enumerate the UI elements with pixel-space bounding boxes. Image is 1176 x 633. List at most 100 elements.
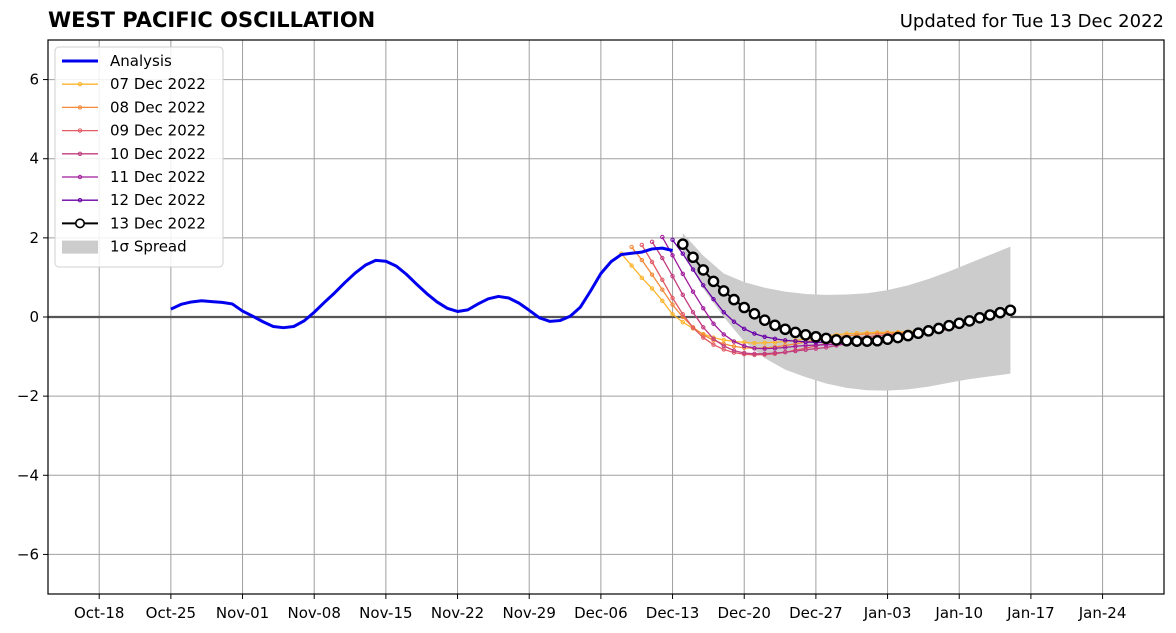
forecast-point (701, 283, 706, 288)
forecast-point (793, 344, 798, 349)
legend-marker (77, 128, 83, 133)
forecast-point (762, 351, 767, 357)
forecast-point (840, 334, 853, 347)
forecast-point (881, 333, 894, 345)
forecast-point (803, 347, 808, 353)
forecast-point (701, 306, 706, 311)
forecast-point (701, 332, 706, 338)
legend-label: 13 Dec 2022 (110, 214, 206, 232)
legend-swatch (62, 240, 98, 254)
forecast-point (731, 344, 737, 349)
forecast-point (772, 336, 778, 341)
spread-area (682, 233, 1011, 391)
x-tick-label: Dec-06 (574, 604, 628, 622)
forecast-series (619, 234, 1017, 358)
forecast-point (680, 312, 685, 317)
forecast-point (717, 285, 730, 297)
forecast-point (690, 289, 696, 294)
forecast-point (701, 325, 706, 330)
x-tick-label: Oct-18 (74, 604, 124, 622)
forecast-point (711, 336, 716, 341)
legend-marker (77, 105, 83, 110)
forecast-point (660, 234, 665, 240)
forecast-point (742, 343, 747, 349)
forecast-point (779, 323, 791, 336)
forecast-point (721, 332, 726, 337)
forecast-point (728, 293, 740, 306)
forecast-point (670, 253, 675, 258)
legend-marker (75, 218, 86, 229)
forecast-point (861, 335, 873, 347)
forecast-point (793, 341, 798, 347)
forecast-point (690, 325, 696, 330)
forecast-point (742, 350, 747, 356)
y-tick-label: 6 (29, 71, 39, 89)
forecast-point (711, 321, 716, 326)
x-tick-label: Nov-29 (503, 604, 556, 622)
forecast-point (799, 329, 812, 341)
forecast-point (721, 343, 726, 349)
forecast-point (711, 342, 716, 347)
x-tick-label: Jan-17 (1006, 604, 1055, 622)
forecast-point (639, 275, 645, 281)
forecast-point (649, 239, 655, 245)
forecast-point (701, 335, 706, 340)
analysis-series (170, 246, 673, 330)
forecast-point (782, 350, 788, 355)
forecast-point (902, 329, 914, 342)
forecast-point (748, 308, 761, 320)
forecast-point (670, 302, 675, 307)
x-tick-label: Nov-01 (216, 604, 269, 622)
legend-label: 09 Dec 2022 (110, 122, 206, 140)
forecast-point (943, 319, 955, 332)
forecast-point (752, 351, 757, 357)
forecast-point (707, 275, 720, 288)
forecast-point (742, 326, 747, 332)
forecast-point (660, 255, 665, 261)
x-tick-label: Oct-25 (146, 604, 196, 622)
forecast-point (690, 310, 696, 315)
forecast-point (680, 251, 685, 256)
legend-marker (77, 198, 83, 203)
forecast-point (953, 317, 966, 330)
forecast-point (649, 259, 655, 265)
x-tick-label: Dec-20 (717, 604, 771, 622)
forecast-point (789, 326, 802, 339)
legend-label: 10 Dec 2022 (110, 145, 206, 163)
forecast-point (994, 306, 1006, 319)
forecast-point (690, 267, 696, 272)
forecast-point (820, 332, 832, 345)
axes: Oct-18 Oct-25 Nov-01 Nov-08 Nov-15 Nov-22 Nov-… (17, 39, 1165, 622)
legend: Analysis 07 Dec 2022 08 Dec 2022 09 Dec 202… (54, 46, 224, 268)
forecast-point (762, 340, 767, 345)
x-tick-label: Nov-15 (359, 604, 412, 622)
forecast-point (711, 296, 716, 302)
forecast-point (772, 346, 778, 351)
forecast-point (830, 334, 843, 346)
forecast-point (922, 325, 935, 337)
forecast-point (731, 339, 737, 344)
forecast-point (823, 345, 829, 350)
forecast-point (891, 331, 904, 344)
legend-marker (77, 174, 83, 180)
y-tick-label: 4 (29, 150, 39, 168)
plot-frame (47, 39, 1165, 595)
legend-label: 07 Dec 2022 (110, 75, 206, 93)
forecast-point (871, 334, 884, 347)
x-tick-label: Nov-08 (288, 604, 341, 622)
forecast-point (629, 244, 634, 250)
forecast-point (649, 272, 655, 277)
forecast-point (810, 330, 822, 343)
forecast-point (660, 277, 665, 283)
y-tick-label: −4 (17, 466, 39, 484)
forecast-point (731, 348, 737, 353)
forecast-point (762, 334, 767, 339)
legend-label: 11 Dec 2022 (110, 168, 206, 186)
y-tick-label: 0 (29, 308, 39, 326)
forecast-point (721, 310, 726, 315)
forecast-point (731, 319, 737, 324)
forecast-point (687, 251, 699, 264)
forecast-point (721, 337, 726, 343)
legend-label: 08 Dec 2022 (110, 98, 206, 116)
forecast-point (680, 271, 685, 277)
